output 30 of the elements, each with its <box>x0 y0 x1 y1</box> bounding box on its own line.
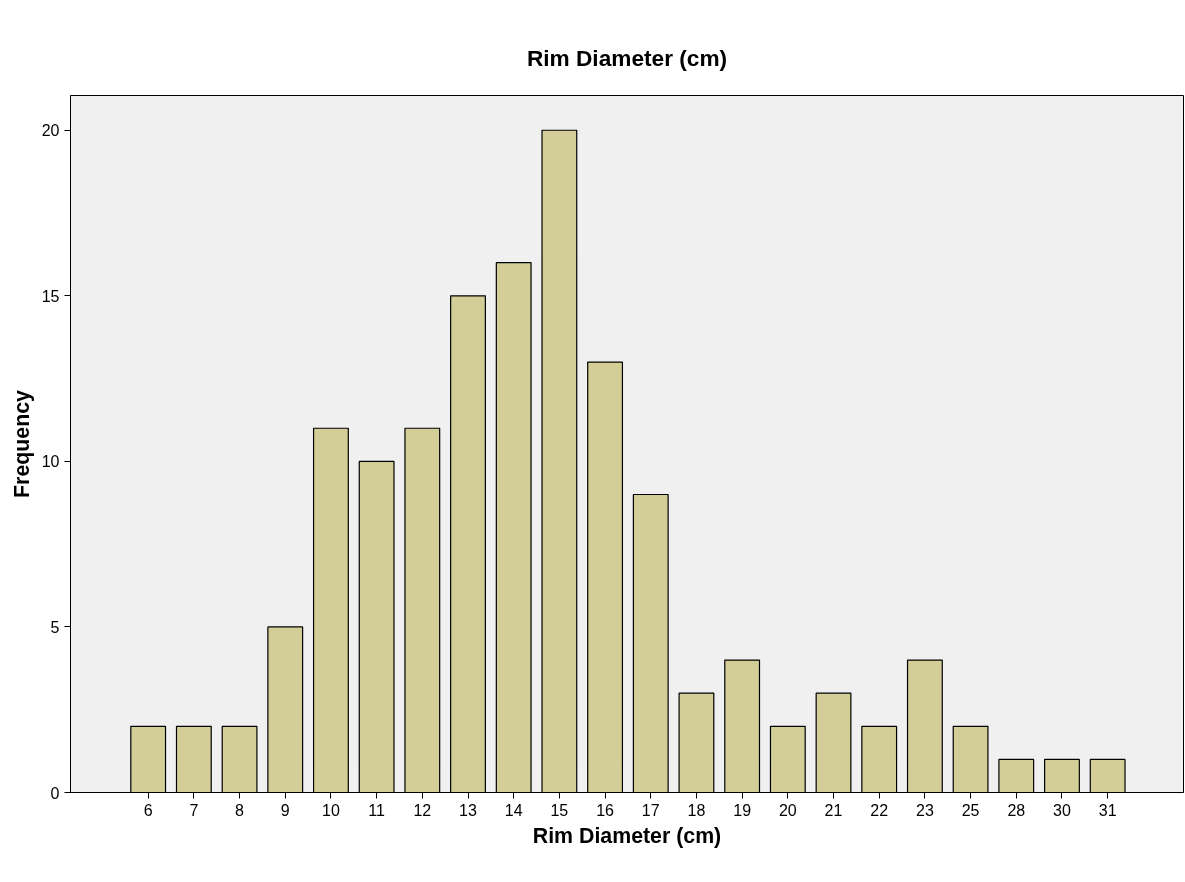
x-tick-label: 20 <box>778 801 797 819</box>
y-tick-label: 0 <box>50 784 60 802</box>
x-tick-label: 12 <box>413 801 432 819</box>
x-tick-label: 11 <box>368 801 386 819</box>
x-tick-label: 22 <box>870 801 889 819</box>
x-tick-label: 23 <box>916 801 934 819</box>
x-tick-label: 19 <box>733 801 752 819</box>
x-tick-label: 31 <box>1098 801 1117 819</box>
x-tick-label: 7 <box>189 801 199 819</box>
x-tick-label: 14 <box>504 801 523 819</box>
x-tick-label: 17 <box>641 801 660 819</box>
x-axis-title: Rim Diameter (cm) <box>532 823 722 848</box>
y-tick-label: 5 <box>50 618 60 636</box>
x-tick-label: 18 <box>687 801 706 819</box>
x-tick-label: 21 <box>824 801 843 819</box>
x-tick-label: 6 <box>143 801 153 819</box>
y-tick-label: 20 <box>41 122 60 140</box>
x-tick-label: 9 <box>280 801 290 819</box>
x-tick-label: 16 <box>596 801 615 819</box>
x-tick-label: 25 <box>961 801 980 819</box>
y-tick-label: 15 <box>41 287 60 305</box>
x-tick-label: 8 <box>235 801 245 819</box>
y-axis-title: Frequency <box>9 389 34 498</box>
x-tick-label: 28 <box>1007 801 1026 819</box>
y-tick-label: 10 <box>41 453 60 471</box>
x-tick-label: 15 <box>550 801 569 819</box>
x-tick-label: 10 <box>322 801 340 819</box>
x-tick-label: 13 <box>459 801 477 819</box>
chart-title: Rim Diameter (cm) <box>526 44 728 71</box>
x-tick-label: 30 <box>1053 801 1071 819</box>
